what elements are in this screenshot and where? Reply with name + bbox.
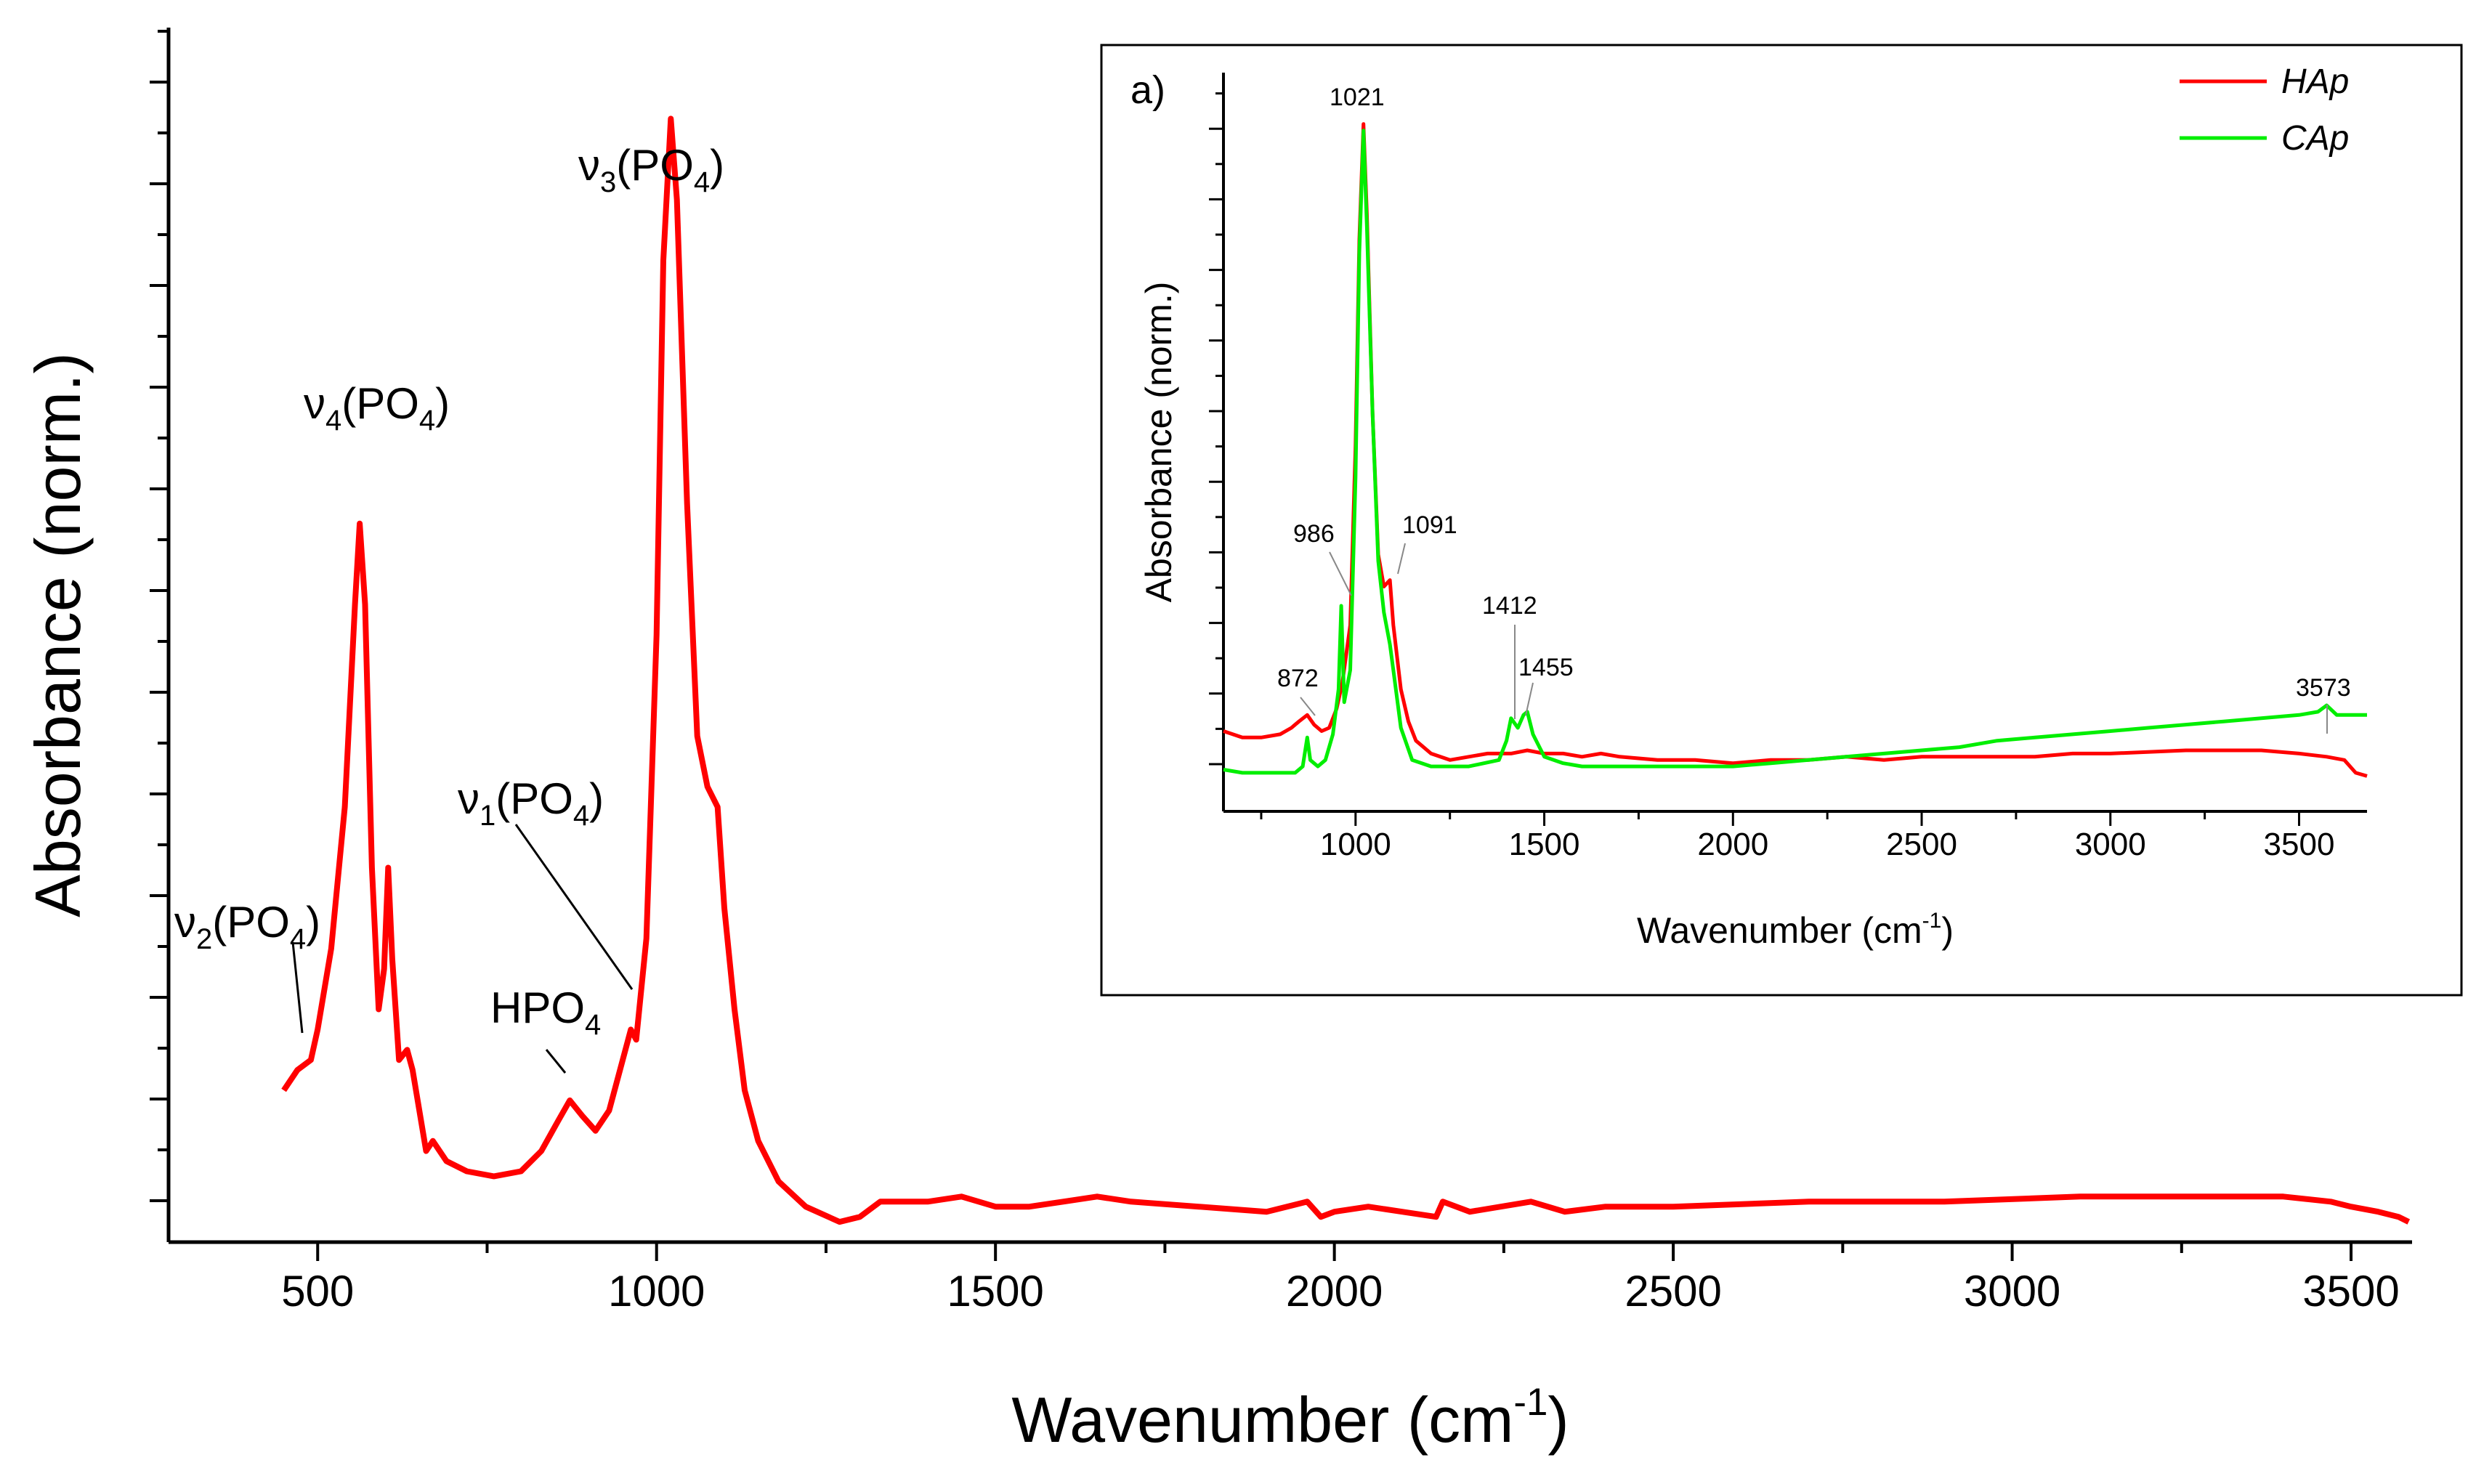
- annotation-subscript: 2: [196, 923, 212, 955]
- y-axis-label: Absorbance (norm.): [22, 352, 94, 917]
- x-tick-label: 2000: [1697, 827, 1768, 862]
- x-axis-label-main: Wavenumber (cm: [1011, 1384, 1513, 1456]
- panel-label: a): [1130, 68, 1165, 112]
- annotation-symbol: ν: [458, 774, 480, 823]
- series-line-hap: [281, 115, 2411, 1225]
- peak-label: 986: [1293, 520, 1335, 548]
- peak-leader: [1329, 551, 1352, 596]
- x-tick-label: 3000: [2075, 827, 2146, 862]
- peak-leader: [1300, 697, 1316, 716]
- peak-label: 872: [1277, 665, 1319, 692]
- x-tick-label: 1500: [1509, 827, 1580, 862]
- peak-label: 1455: [1518, 654, 1574, 681]
- peak-annotation: ν2(PO4): [174, 898, 320, 955]
- peak-annotation: ν1(PO4): [458, 774, 604, 832]
- annotation-leader: [291, 941, 304, 1034]
- x-axis-label: Wavenumber (cm-1): [1637, 909, 1954, 951]
- annotation-leader: [545, 1049, 567, 1074]
- inset-chart: 1000 1500 2000 2500 3000 3500 Wavenumber (cm-1…: [1100, 44, 2463, 997]
- main-chart: 500 1000 1500 2000 2500 3000 3500 Wavenumber (c…: [22, 28, 2412, 1456]
- annotation-leader: [514, 824, 634, 990]
- x-tick-label: 1000: [608, 1267, 705, 1315]
- x-tick-label: 500: [281, 1267, 354, 1315]
- x-tick-label: 2000: [1286, 1267, 1383, 1315]
- x-tick-label: 3500: [2264, 827, 2335, 862]
- peak-label: 1412: [1482, 592, 1537, 620]
- annotation-symbol: ν: [304, 379, 325, 428]
- x-axis-label: Wavenumber (cm-1): [1011, 1381, 1569, 1456]
- annotation-subscript: 4: [585, 1009, 601, 1041]
- annotation-symbol: HPO: [490, 984, 585, 1032]
- x-tick-label: 2500: [1886, 827, 1957, 862]
- annotation-close: ): [435, 379, 450, 428]
- annotation-group: (PO: [495, 774, 573, 823]
- peak-leader: [1525, 682, 1534, 716]
- peak-label: 1091: [1402, 511, 1457, 539]
- annotation-close: ): [710, 141, 724, 190]
- annotation-group: (PO: [341, 379, 419, 428]
- annotation-symbol: ν: [174, 898, 196, 946]
- series-line-cap: [1223, 129, 2367, 775]
- annotation-subscript: 3: [600, 166, 616, 198]
- annotation-close: ): [306, 898, 320, 946]
- annotation-subscript: 4: [325, 405, 341, 437]
- x-tick-label: 1000: [1320, 827, 1391, 862]
- annotation-subscript: 4: [419, 405, 435, 437]
- x-axis-label-superscript: -1: [1922, 909, 1942, 933]
- annotation-subscript: 4: [290, 923, 306, 955]
- inset-frame: [1100, 44, 2463, 997]
- annotation-subscript: 4: [694, 166, 710, 198]
- annotation-close: ): [589, 774, 604, 823]
- x-tick-label: 1500: [947, 1267, 1043, 1315]
- x-tick-label: 3000: [1964, 1267, 2060, 1315]
- annotation-group: (PO: [212, 898, 290, 946]
- x-axis-label-main: Wavenumber (cm: [1637, 910, 1922, 951]
- legend-label-hap: HAp: [2281, 62, 2349, 101]
- peak-label: 1021: [1330, 84, 1385, 111]
- annotation-group: (PO: [616, 141, 694, 190]
- peak-annotation: ν4(PO4): [304, 379, 450, 437]
- annotation-subscript: 1: [480, 800, 495, 832]
- x-axis-label-superscript: -1: [1513, 1381, 1548, 1424]
- peak-leader: [1397, 543, 1406, 575]
- annotation-symbol: ν: [578, 141, 600, 190]
- peak-annotation: ν3(PO4): [578, 141, 724, 198]
- y-axis-label: Absorbance (norm.): [1138, 282, 1179, 603]
- x-axis-label-end: ): [1548, 1384, 1569, 1456]
- x-tick-label: 3500: [2302, 1267, 2399, 1315]
- peak-annotation: HPO4: [490, 984, 601, 1041]
- legend-label-cap: CAp: [2281, 119, 2349, 158]
- x-axis-label-end: ): [1941, 910, 1954, 951]
- x-tick-label: 2500: [1625, 1267, 1721, 1315]
- peak-label: 3573: [2296, 674, 2351, 702]
- annotation-subscript: 4: [573, 800, 589, 832]
- series-line-hap: [1223, 122, 2368, 778]
